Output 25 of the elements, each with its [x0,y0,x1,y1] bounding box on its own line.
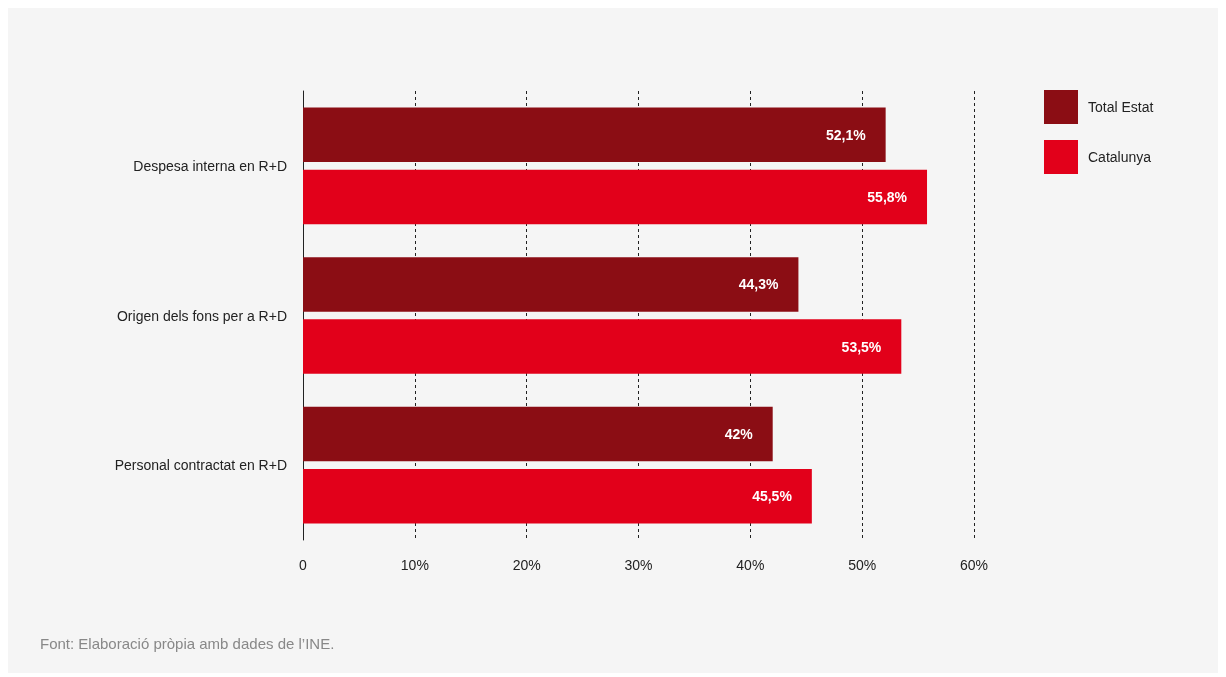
x-tick-label: 20% [512,557,541,573]
data-label: 53,5% [841,338,882,355]
data-label: 52,1% [825,126,867,143]
x-tick-label: 0 [299,557,308,573]
x-tick-label: 50% [848,557,877,573]
x-tick-label: 60% [959,557,989,573]
data-label: 45,5% [752,488,793,505]
bar [303,406,773,462]
x-tick-label: 30% [624,557,653,573]
bar [303,319,902,374]
x-tick-label: 10% [400,557,429,573]
text: Total Estat [1088,99,1154,115]
bar [303,468,812,524]
text: Catalunya [1088,149,1152,165]
data-label: 42% [724,426,754,443]
x-tick-label: 40% [736,557,765,573]
text: Font: Elaboració pròpia amb dades de l’INE. [40,635,335,652]
bar [303,169,928,225]
y-tick-label: Despesa interna en R+D [133,157,287,174]
bar [303,107,886,163]
data-label: 44,3% [738,276,779,293]
y-tick-label: Personal contractat en R+D [114,457,287,474]
bar [303,257,799,312]
y-tick-label: Origen dels fons per a R+D [116,307,287,324]
data-label: 55,8% [867,188,908,205]
